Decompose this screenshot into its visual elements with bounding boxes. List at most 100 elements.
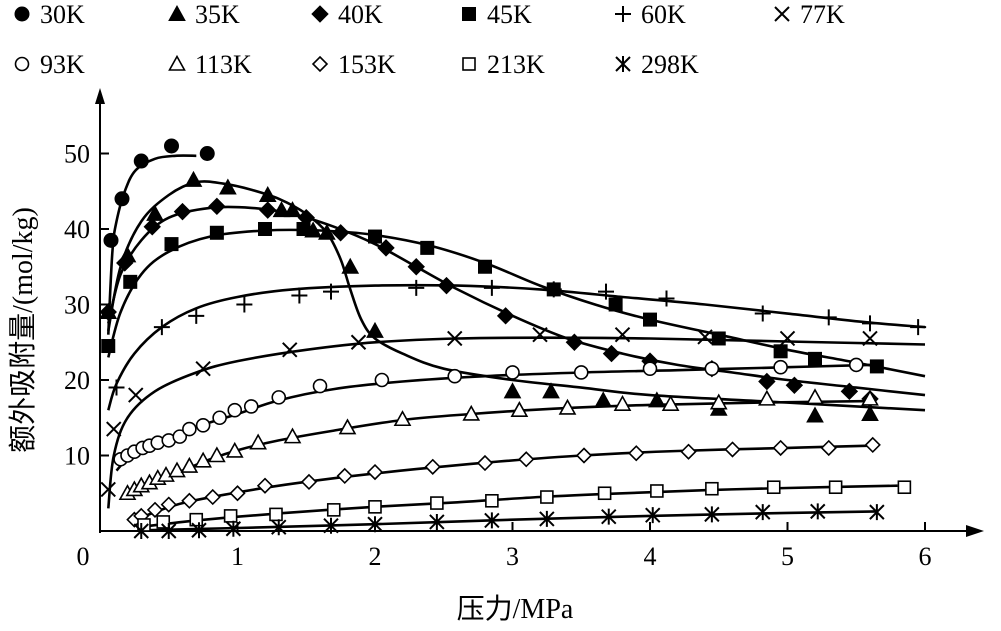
point-35K	[184, 170, 203, 187]
point-113K	[613, 395, 632, 411]
point-60K	[236, 296, 253, 313]
legend-label: 60K	[641, 0, 686, 29]
y-tick-label: 30	[64, 291, 90, 320]
point-45K	[258, 222, 272, 236]
point-298K	[271, 519, 287, 536]
point-153K	[575, 447, 593, 464]
x-axis-label: 压力/MPa	[457, 593, 574, 625]
point-77K	[100, 481, 116, 498]
point-77K	[350, 334, 367, 350]
point-35K	[366, 321, 384, 338]
legend-item-93K: 93K	[14, 50, 85, 79]
y-axis-arrow	[95, 88, 105, 104]
point-35K	[283, 201, 302, 218]
point-45K	[164, 237, 179, 252]
legend-marker	[462, 57, 476, 71]
legend-item-30K: 30K	[14, 0, 85, 29]
point-40K	[143, 218, 161, 236]
curve-45K	[107, 228, 926, 378]
point-153K	[476, 454, 494, 472]
point-40K	[785, 376, 804, 394]
point-35K	[341, 257, 360, 274]
point-153K	[300, 473, 318, 491]
point-35K	[594, 391, 613, 408]
x-tick-label: 2	[369, 542, 382, 571]
legend-label: 77K	[800, 0, 845, 29]
point-40K	[173, 202, 192, 221]
x-axis-arrow	[966, 525, 984, 537]
legend-marker	[14, 56, 30, 72]
point-93K	[374, 372, 390, 388]
point-113K	[758, 389, 776, 406]
point-298K	[323, 517, 339, 534]
point-60K	[188, 307, 205, 324]
point-213K	[326, 503, 341, 517]
point-77K	[862, 330, 878, 347]
point-113K	[157, 465, 175, 482]
point-93K	[212, 410, 227, 426]
point-213K	[269, 507, 283, 522]
point-113K	[510, 401, 529, 418]
legend-item-60K: 60K	[615, 0, 686, 29]
point-153K	[864, 436, 881, 454]
point-45K	[420, 240, 435, 255]
point-35K	[648, 391, 666, 408]
point-40K	[437, 276, 456, 295]
point-298K	[704, 506, 720, 523]
point-298K	[869, 504, 885, 521]
point-35K	[861, 404, 879, 421]
fitted-curves	[107, 154, 926, 532]
point-93K	[227, 402, 243, 418]
point-45K	[643, 312, 657, 327]
point-113K	[249, 433, 267, 450]
point-77K	[195, 360, 211, 377]
legend-marker	[311, 55, 329, 73]
point-153K	[518, 451, 535, 468]
point-40K	[840, 382, 859, 401]
point-153K	[820, 439, 837, 457]
point-93K	[172, 429, 188, 444]
point-153K	[146, 501, 164, 518]
point-35K	[272, 201, 291, 218]
point-60K	[545, 281, 562, 298]
legend-marker	[14, 6, 30, 22]
legend-label: 213K	[487, 50, 545, 79]
legend-marker	[615, 56, 631, 72]
point-113K	[861, 389, 879, 406]
legend-label: 30K	[40, 0, 85, 29]
point-298K	[755, 504, 771, 521]
y-tick-label: 40	[64, 215, 90, 244]
point-30K	[103, 232, 119, 248]
legend-item-113K: 113K	[168, 50, 252, 79]
point-153K	[229, 485, 246, 502]
point-40K	[407, 258, 425, 276]
curve-213K	[143, 484, 898, 528]
legend-item-40K: 40K	[311, 0, 383, 29]
point-153K	[772, 439, 789, 457]
point-30K	[164, 138, 179, 154]
point-45K	[608, 297, 623, 312]
x-tick-label: 4	[644, 542, 657, 571]
y-tick-label: 20	[64, 366, 90, 395]
point-213K	[430, 496, 444, 510]
point-113K	[225, 441, 244, 458]
point-93K	[704, 361, 720, 376]
point-113K	[462, 404, 481, 421]
point-45K	[101, 339, 116, 354]
data-markers	[99, 138, 927, 539]
legend-label: 153K	[338, 50, 396, 79]
legend-marker	[168, 4, 186, 21]
legend: 30K 35K 40K 45K 60K 77K 93K 113K 153K 213K 298K	[14, 0, 845, 79]
point-113K	[168, 461, 186, 478]
point-45K	[808, 351, 822, 366]
legend-item-298K: 298K	[615, 50, 699, 79]
x-tick-label: 6	[919, 542, 932, 571]
x-tick-label: 1	[231, 542, 244, 571]
point-298K	[484, 512, 500, 529]
point-113K	[661, 395, 680, 411]
point-93K	[447, 368, 463, 384]
point-60K	[153, 319, 170, 336]
point-45K	[209, 225, 224, 240]
legend-label: 40K	[338, 0, 383, 29]
